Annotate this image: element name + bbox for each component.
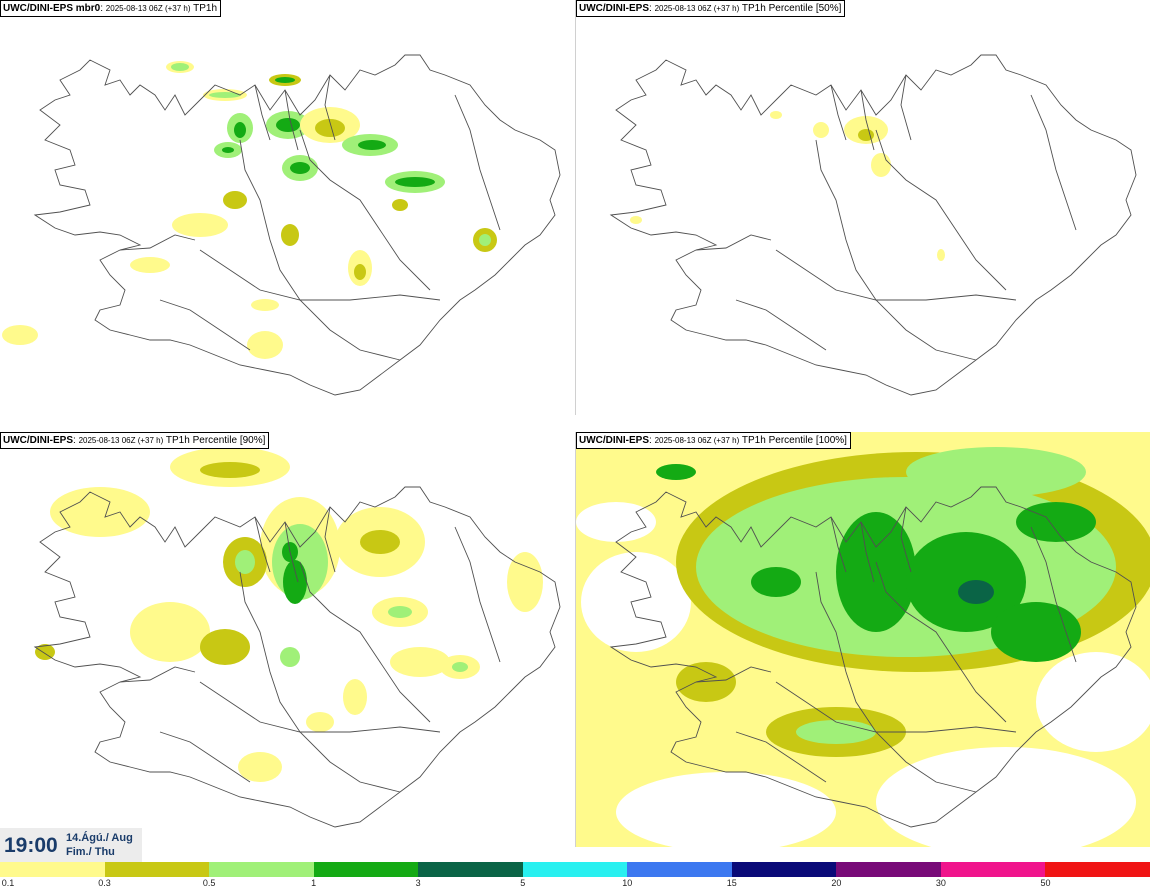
colorbar-label: 50: [1040, 878, 1051, 888]
model-name: UWC/DINI-EPS: [3, 435, 73, 446]
panel-title: UWC/DINI-EPS mbr0: 2025-08-13 06Z (+37 h…: [0, 0, 222, 17]
panel-title: UWC/DINI-EPS: 2025-08-13 06Z (+37 h) TP1…: [576, 0, 846, 17]
iceland-coastline: [609, 54, 1137, 396]
valid-date: 14.Ágú./ Aug Fim./ Thu: [66, 831, 133, 859]
precip-layer: [35, 447, 543, 782]
colorbar-segment: [627, 862, 732, 877]
model-name: UWC/DINI-EPS: [579, 3, 649, 14]
colorbar-segment: [836, 862, 941, 877]
iceland-coastline: [33, 54, 561, 396]
colorbar-labels: 0.1 0.3 0.5 1 3 5 10 15 20 30 50: [0, 877, 1150, 891]
precip-layer: [630, 111, 945, 261]
iceland-coastline: [33, 486, 561, 828]
colorbar-segment: [1045, 862, 1150, 877]
run-time: 2025-08-13 06Z (+37 h): [654, 436, 740, 445]
field-name: TP1h Percentile [100%]: [741, 435, 847, 446]
colorbar-segment: [731, 862, 837, 877]
colorbar-label: 20: [831, 878, 842, 888]
valid-date-line2: Fim./ Thu: [66, 846, 115, 858]
map-panel-p100: UWC/DINI-EPS: 2025-08-13 06Z (+37 h) TP1…: [575, 432, 1150, 847]
colorbar-label: 0.5: [202, 878, 216, 888]
colorbar-label: 30: [935, 878, 946, 888]
map-canvas: [33, 447, 561, 828]
map-canvas: [2, 54, 561, 396]
run-time: 2025-08-13 06Z (+37 h): [78, 436, 164, 445]
colorbar-label: 1: [311, 878, 317, 888]
map-panel-p90: UWC/DINI-EPS: 2025-08-13 06Z (+37 h) TP1…: [0, 432, 575, 847]
panel-title: UWC/DINI-EPS: 2025-08-13 06Z (+37 h) TP1…: [576, 432, 851, 449]
map-panel-mbr0: UWC/DINI-EPS mbr0: 2025-08-13 06Z (+37 h…: [0, 0, 575, 415]
valid-date-line1: 14.Ágú./ Aug: [66, 832, 133, 844]
map-panel-p50: UWC/DINI-EPS: 2025-08-13 06Z (+37 h) TP1…: [575, 0, 1150, 415]
colorbar-segment: [313, 862, 419, 877]
colorbar-label: 10: [622, 878, 633, 888]
field-name: TP1h Percentile [90%]: [165, 435, 266, 446]
colorbar-segment: [522, 862, 628, 877]
colorbar-segment: [418, 862, 523, 877]
iceland-coastline: [609, 486, 1137, 828]
colorbar-label: 5: [520, 878, 526, 888]
map-canvas: [609, 54, 1137, 396]
field-name: TP1h: [193, 3, 218, 14]
colorbar-segment: [0, 862, 105, 877]
run-time: 2025-08-13 06Z (+37 h): [105, 4, 191, 13]
model-name: UWC/DINI-EPS mbr0: [3, 3, 101, 14]
colorbar-segment: [104, 862, 210, 877]
colorbar-label: 15: [726, 878, 737, 888]
model-name: UWC/DINI-EPS: [579, 435, 649, 446]
colorbar-segment: [940, 862, 1046, 877]
colorbar-label: 0.3: [98, 878, 111, 888]
map-canvas: [576, 432, 1150, 847]
colorbar-segment: [209, 862, 314, 877]
precip-layer: [2, 61, 497, 359]
precip-colorbar: [0, 862, 1150, 877]
panel-title: UWC/DINI-EPS: 2025-08-13 06Z (+37 h) TP1…: [0, 432, 270, 449]
run-time: 2025-08-13 06Z (+37 h): [654, 4, 740, 13]
precip-layer: [576, 432, 1150, 847]
valid-hour: 19:00: [4, 834, 58, 857]
field-name: TP1h Percentile [50%]: [741, 3, 842, 14]
valid-time-box: 19:00 14.Ágú./ Aug Fim./ Thu: [0, 828, 142, 862]
colorbar-label: 0.1: [1, 878, 15, 888]
colorbar-label: 3: [415, 878, 421, 888]
